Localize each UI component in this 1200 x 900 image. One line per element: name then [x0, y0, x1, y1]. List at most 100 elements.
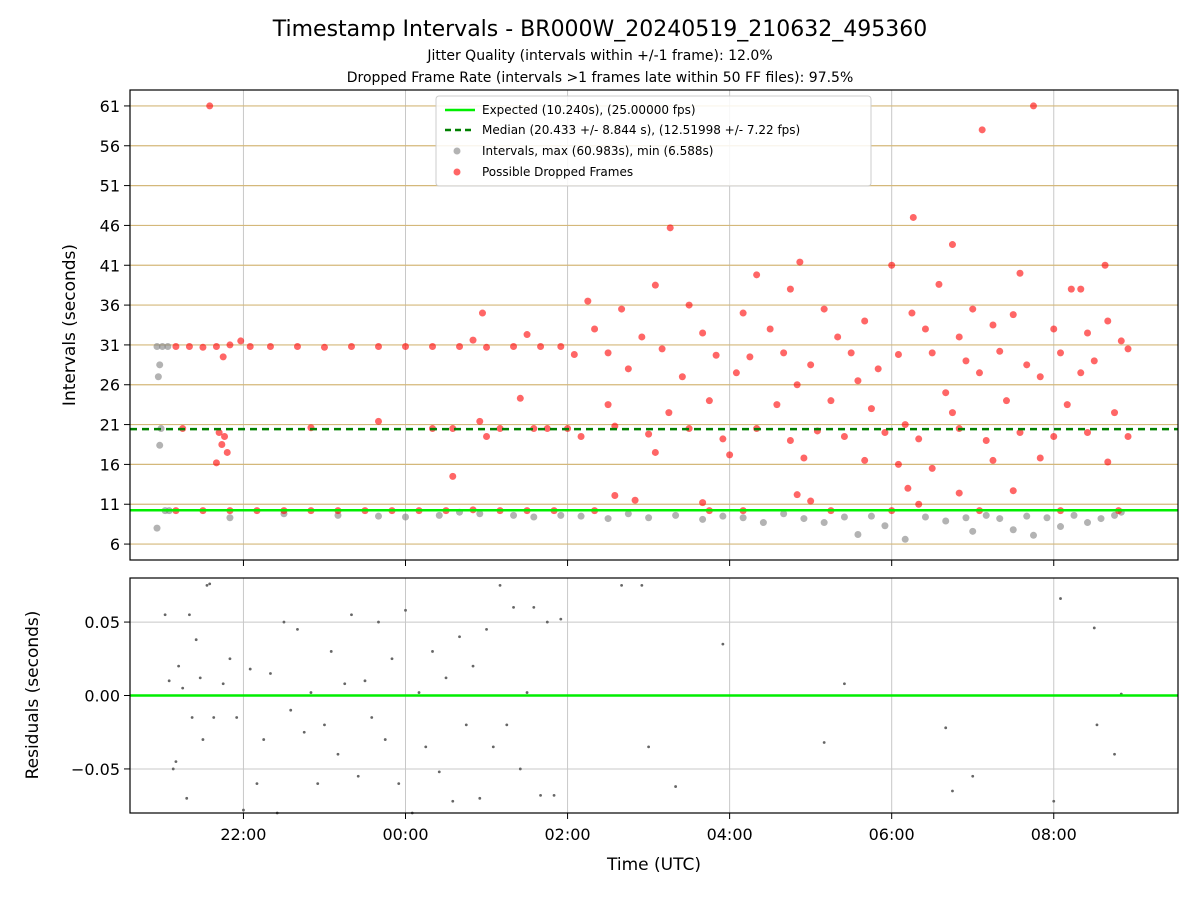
interval-point	[759, 519, 767, 527]
dropped-frame-point	[631, 496, 639, 504]
dropped-frame-point	[496, 425, 504, 433]
dropped-frame-point	[840, 433, 848, 441]
intervals-y-tick-label: 36	[100, 296, 120, 315]
dropped-frame-point	[915, 500, 923, 508]
dropped-frame-point	[753, 271, 761, 279]
chart-subtitle-jitter: Jitter Quality (intervals within +/-1 fr…	[426, 48, 772, 64]
residual-point	[674, 785, 678, 788]
residual-point	[262, 738, 266, 741]
dropped-frame-point	[978, 126, 986, 134]
intervals-y-tick-label: 26	[100, 376, 120, 395]
residual-point	[417, 691, 421, 694]
dropped-frame-point	[982, 437, 990, 445]
interval-point	[1029, 531, 1037, 539]
residual-point	[255, 782, 259, 786]
dropped-frame-point	[237, 337, 245, 345]
interval-point	[604, 515, 612, 523]
legend-box	[435, 95, 872, 187]
dropped-frame-point	[218, 440, 226, 448]
dropped-frame-point	[449, 472, 457, 480]
residual-point	[188, 613, 191, 617]
interval-point	[374, 512, 382, 520]
dropped-frame-point	[766, 325, 774, 333]
dropped-frame-point	[1023, 361, 1031, 369]
interval-point	[881, 522, 889, 530]
dropped-frame-point	[1104, 458, 1112, 466]
dropped-frame-point	[1050, 433, 1058, 441]
legend-expected-label: Expected (10.240s), (25.00000 fps)	[482, 103, 696, 117]
intervals-plot-frame	[129, 89, 1179, 561]
residual-point	[944, 726, 948, 730]
interval-point	[901, 535, 909, 543]
dropped-frame-point	[969, 305, 977, 313]
dropped-frame-point	[1036, 454, 1044, 462]
dropped-frame-point	[611, 491, 619, 499]
x-tick-label: 06:00	[869, 825, 915, 844]
dropped-frame-point	[827, 397, 835, 405]
dropped-frame-point	[935, 280, 943, 288]
dropped-frame-point	[172, 343, 180, 351]
dropped-frame-point	[881, 429, 889, 437]
dropped-frame-point	[955, 489, 963, 497]
dropped-frame-point	[793, 381, 801, 389]
dropped-frame-point	[469, 336, 477, 344]
dropped-frame-point	[221, 433, 229, 441]
dropped-frame-point	[1124, 345, 1132, 353]
dropped-frame-point	[942, 389, 950, 397]
dropped-frame-point	[773, 401, 781, 409]
residual-point	[390, 657, 394, 661]
residual-point	[269, 672, 272, 675]
residual-point	[201, 738, 205, 741]
residual-point	[1052, 799, 1056, 803]
residual-point	[248, 667, 252, 671]
dropped-frame-point	[1050, 325, 1058, 333]
residual-point	[485, 628, 488, 631]
residual-point	[190, 716, 194, 719]
x-tick-label: 02:00	[545, 825, 591, 844]
dropped-frame-point	[989, 456, 997, 464]
dropped-frame-point	[1111, 409, 1119, 417]
dropped-frame-point	[780, 349, 788, 357]
interval-point	[921, 513, 929, 521]
dropped-frame-point	[570, 350, 578, 358]
dropped-frame-point	[732, 369, 740, 377]
dropped-frame-point	[800, 454, 808, 462]
dropped-frame-point	[867, 405, 875, 413]
residual-point	[296, 628, 299, 631]
interval-point	[510, 511, 518, 519]
dropped-frame-point	[834, 333, 842, 341]
interval-point	[962, 514, 970, 522]
dropped-frame-point	[915, 435, 923, 443]
dropped-frame-point	[645, 430, 653, 438]
interval-point	[1023, 512, 1031, 520]
dropped-frame-point	[1104, 317, 1112, 325]
residual-point	[309, 691, 313, 694]
interval-point	[840, 513, 848, 521]
dropped-frame-point	[962, 357, 970, 365]
interval-point	[158, 343, 166, 351]
residual-point	[377, 620, 380, 624]
residuals-y-tick-label: −0.05	[71, 760, 120, 779]
residual-point	[198, 676, 202, 680]
residual-point	[302, 730, 306, 734]
dropped-frame-point	[1067, 285, 1075, 293]
residual-point	[471, 664, 475, 668]
dropped-frame-point	[996, 347, 1004, 355]
dropped-frame-point	[861, 456, 869, 464]
residual-point	[177, 664, 181, 668]
intervals-y-tick-label: 21	[100, 416, 120, 435]
residual-point	[640, 583, 644, 587]
dropped-frame-point	[1101, 261, 1109, 269]
legend-intervals-swatch	[453, 147, 461, 155]
dropped-frame-point	[604, 401, 612, 409]
dropped-frame-point	[604, 349, 612, 357]
residual-point	[212, 716, 216, 719]
dropped-frame-point	[219, 353, 227, 361]
residual-point	[721, 642, 725, 646]
residual-point	[397, 782, 401, 786]
dropped-frame-point	[678, 373, 686, 381]
residuals-x-ticks: 22:00 00:00 02:00 04:00 06:00 08:00	[220, 813, 1077, 844]
dropped-frame-point	[402, 343, 410, 351]
dropped-frame-point	[699, 499, 707, 507]
